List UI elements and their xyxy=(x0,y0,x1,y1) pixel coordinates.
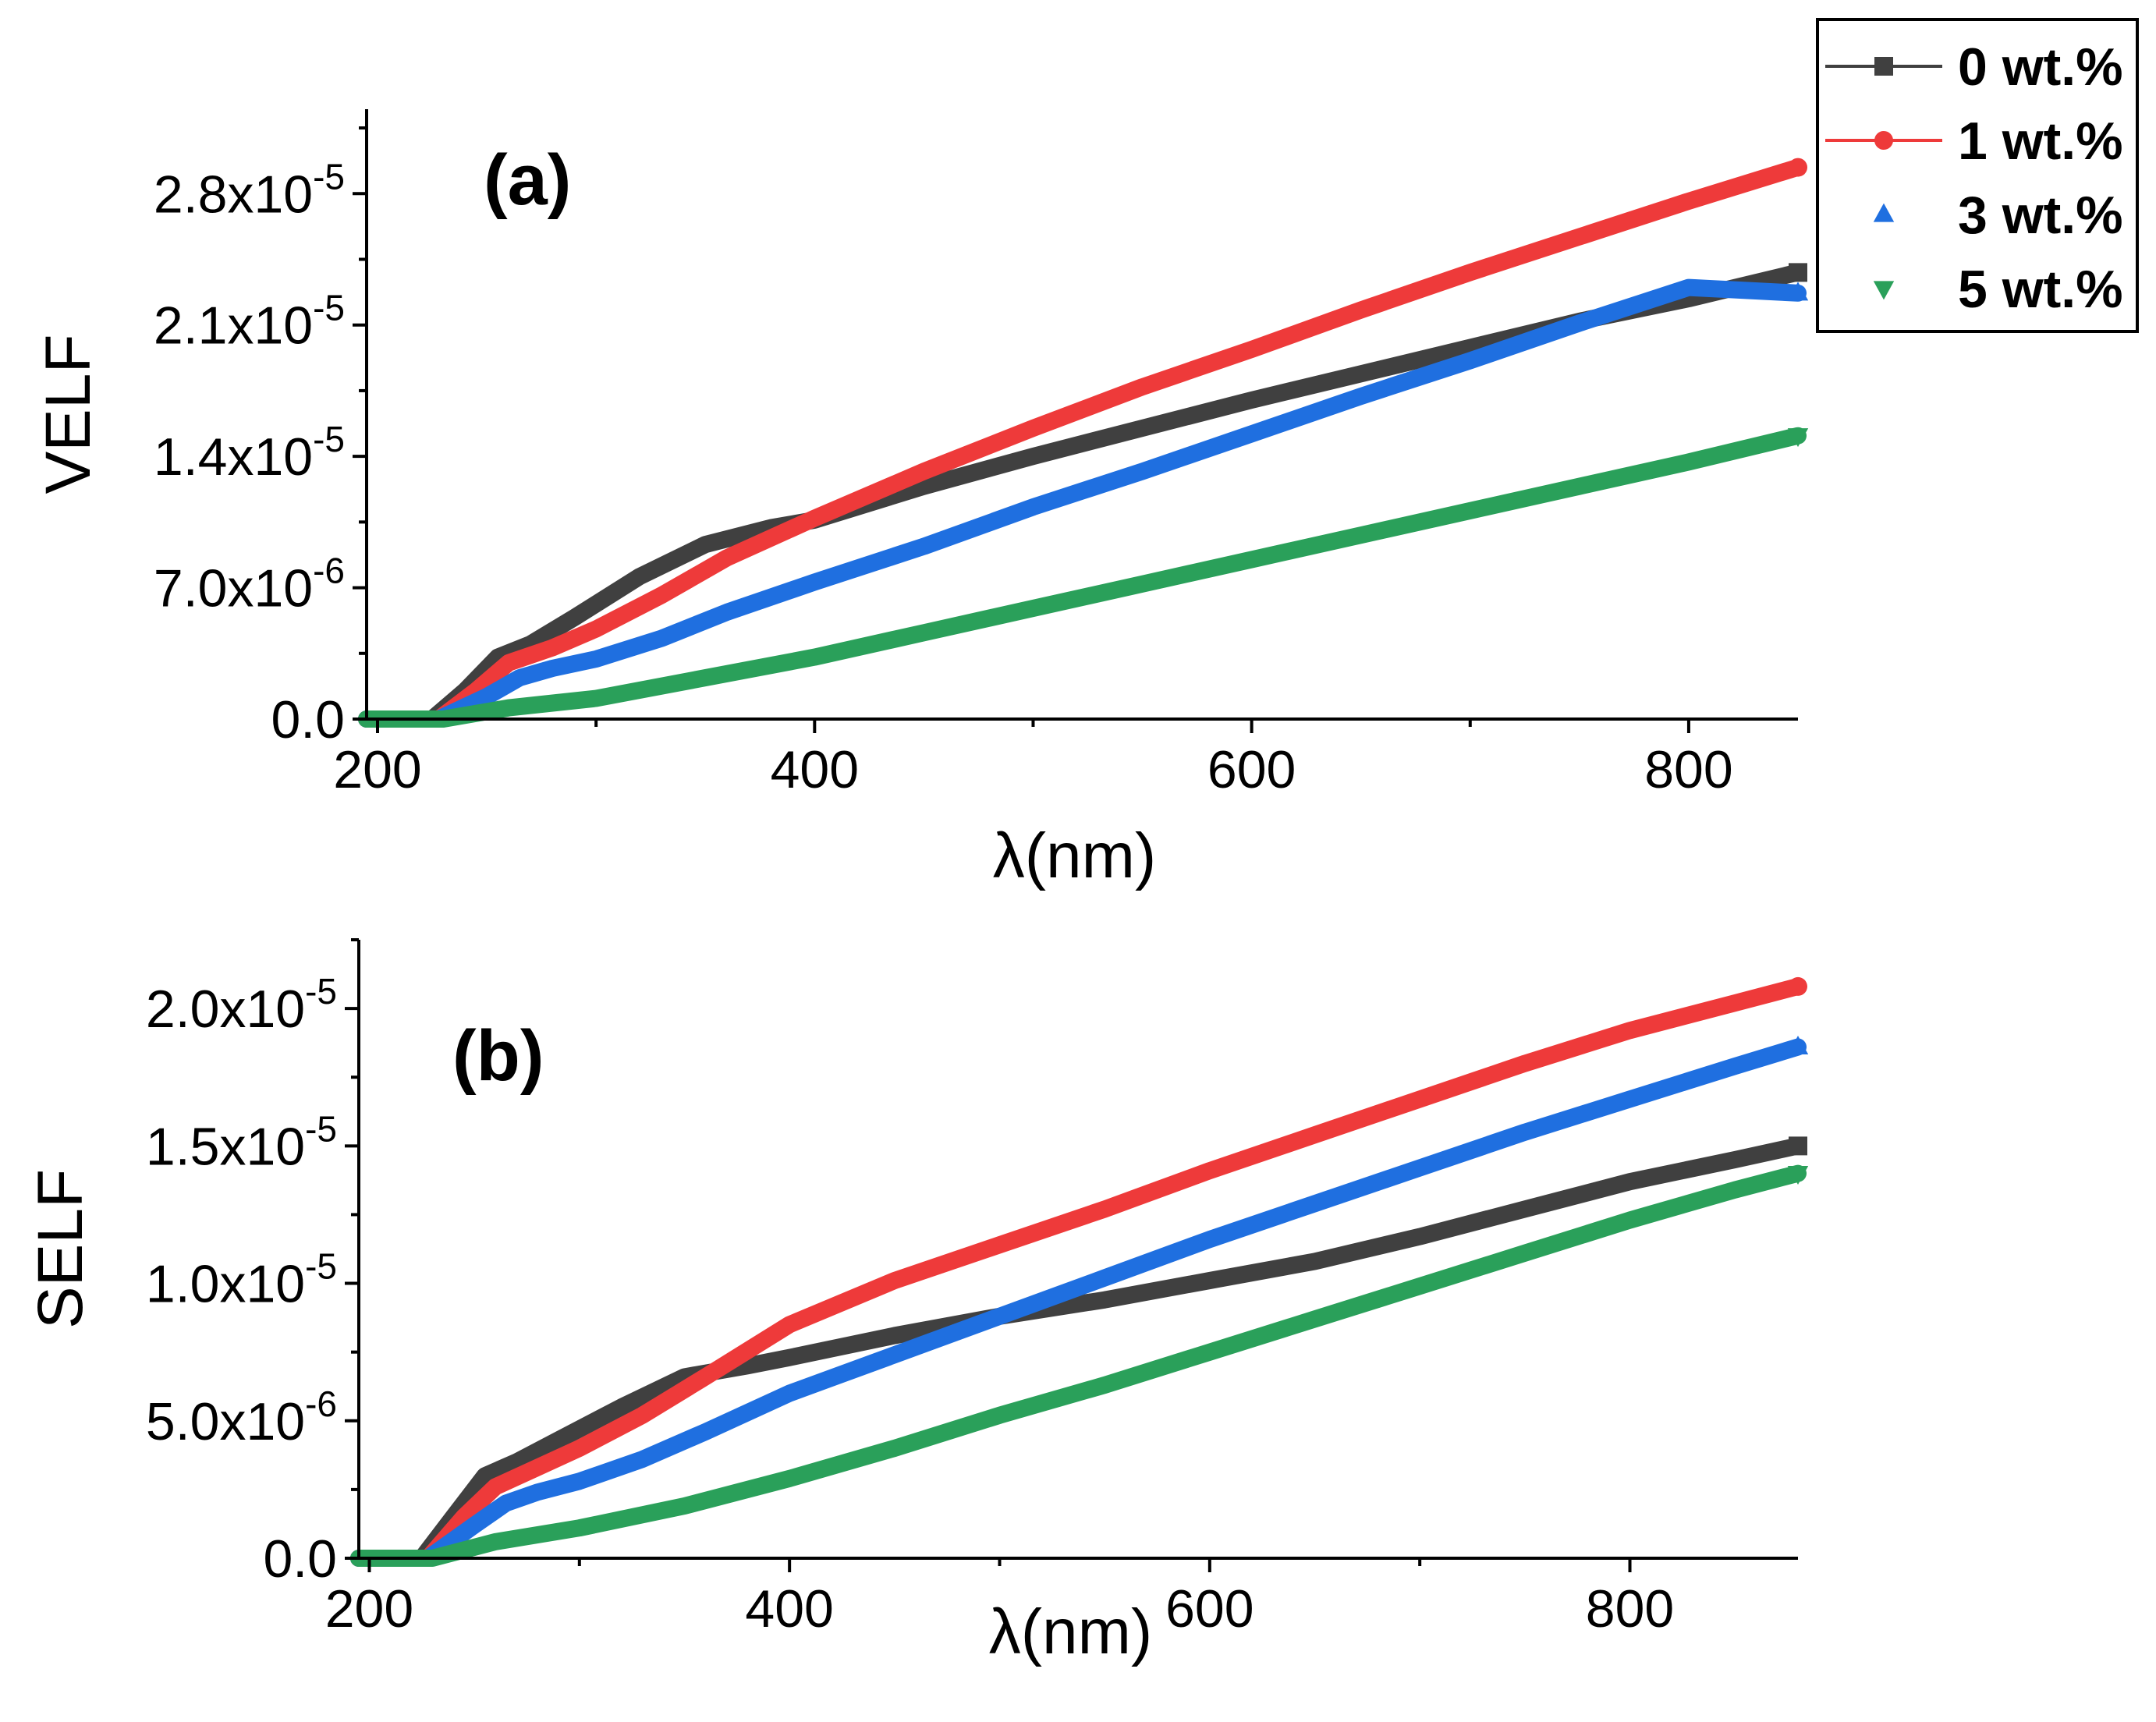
series-line-5wtwt xyxy=(358,427,1807,728)
x-axis-title: λ(nm) xyxy=(993,820,1157,891)
legend-label: 0 wt.% xyxy=(1958,37,2123,97)
y-tick-label: 2.8x10-5 xyxy=(154,156,345,224)
y-axis-title: VELF xyxy=(33,334,104,494)
legend-label: 1 wt.% xyxy=(1958,112,2123,171)
x-tick-label: 600 xyxy=(1207,740,1296,799)
y-tick-label: 0.0 xyxy=(271,690,345,749)
y-tick-mantissa: 2.1x10 xyxy=(154,296,313,356)
y-tick-mantissa: 5.0x10 xyxy=(146,1392,305,1451)
series-line-3wtwt xyxy=(358,278,1807,728)
x-tick-label: 400 xyxy=(771,740,859,799)
y-axis-title: SELF xyxy=(25,1169,96,1329)
series-line-0wtwt xyxy=(350,1137,1807,1567)
legend-entries: 0 wt.% 1 wt.% 3 wt.% 5 wt.% xyxy=(1825,37,2123,319)
legend-marker xyxy=(1873,203,1895,222)
legend-entry: 0 wt.% xyxy=(1825,37,2123,97)
series-group xyxy=(358,158,1809,728)
x-tick-label: 800 xyxy=(1586,1579,1674,1639)
y-tick-label: 0.0 xyxy=(263,1529,337,1589)
series-group xyxy=(350,976,1809,1567)
series-end-marker xyxy=(1789,158,1807,177)
series-line-1wtwt xyxy=(350,977,1807,1567)
y-tick-mantissa: 0.0 xyxy=(263,1529,337,1589)
series-end-marker xyxy=(1787,1036,1809,1055)
series-end-marker xyxy=(1787,282,1809,301)
y-tick-label: 5.0x10-6 xyxy=(146,1384,337,1451)
panel-a: 200 400 600 8000.07.0x10-61.4x10-52.1x10-52… xyxy=(33,109,1809,891)
y-tick-exponent: -5 xyxy=(305,971,337,1012)
legend-marker xyxy=(1874,131,1893,150)
y-tick-mantissa: 0.0 xyxy=(271,690,345,749)
legend-box xyxy=(1816,18,2139,333)
y-tick-exponent: -6 xyxy=(313,551,345,591)
panel-label: (a) xyxy=(484,140,571,220)
legend-label: 5 wt.% xyxy=(1958,260,2123,319)
y-tick-exponent: -5 xyxy=(313,156,345,197)
y-tick-label: 2.0x10-5 xyxy=(146,971,337,1039)
legend-entry: 1 wt.% xyxy=(1825,112,2123,171)
legend-marker xyxy=(1873,281,1895,300)
y-tick-exponent: -5 xyxy=(313,419,345,459)
legend: 0 wt.% 1 wt.% 3 wt.% 5 wt.% xyxy=(1816,18,2139,333)
panel-label: (b) xyxy=(452,1016,544,1096)
y-tick-exponent: -5 xyxy=(305,1108,337,1149)
y-tick-mantissa: 1.5x10 xyxy=(146,1117,305,1176)
y-tick-mantissa: 1.0x10 xyxy=(146,1255,305,1314)
series-line-3wtwt xyxy=(350,1038,1807,1567)
series-end-marker xyxy=(1789,263,1807,282)
series-end-marker xyxy=(1789,976,1807,996)
y-tick-mantissa: 2.8x10 xyxy=(154,165,313,224)
y-tick-exponent: -5 xyxy=(313,288,345,328)
x-tick-label: 400 xyxy=(745,1579,833,1639)
legend-entry: 3 wt.% xyxy=(1873,186,2123,245)
x-tick-label: 800 xyxy=(1644,740,1732,799)
series-end-marker xyxy=(1789,1136,1807,1156)
legend-entry: 5 wt.% xyxy=(1873,260,2123,319)
y-tick-label: 1.5x10-5 xyxy=(146,1108,337,1176)
y-tick-label: 7.0x10-6 xyxy=(154,551,345,618)
x-axis-title: λ(nm) xyxy=(989,1596,1153,1667)
series-end-marker xyxy=(1787,1165,1809,1185)
y-tick-mantissa: 2.0x10 xyxy=(146,980,305,1039)
legend-label: 3 wt.% xyxy=(1958,186,2123,245)
x-tick-label: 200 xyxy=(333,740,421,799)
y-tick-label: 1.4x10-5 xyxy=(154,419,345,487)
x-tick-label: 200 xyxy=(325,1579,413,1639)
x-tick-label: 600 xyxy=(1165,1579,1254,1639)
series-line-5wtwt xyxy=(350,1164,1807,1567)
y-tick-label: 1.0x10-5 xyxy=(146,1246,337,1314)
y-tick-mantissa: 7.0x10 xyxy=(154,559,313,618)
legend-marker xyxy=(1874,57,1893,76)
y-tick-label: 2.1x10-5 xyxy=(154,288,345,356)
y-tick-exponent: -6 xyxy=(305,1384,337,1424)
series-end-marker xyxy=(1787,428,1809,448)
y-tick-exponent: -5 xyxy=(305,1246,337,1287)
panel-b: 200 400 600 8000.05.0x10-61.0x10-51.5x10-52… xyxy=(25,938,1809,1667)
y-tick-mantissa: 1.4x10 xyxy=(154,427,313,487)
series-line-1wtwt xyxy=(358,158,1807,728)
